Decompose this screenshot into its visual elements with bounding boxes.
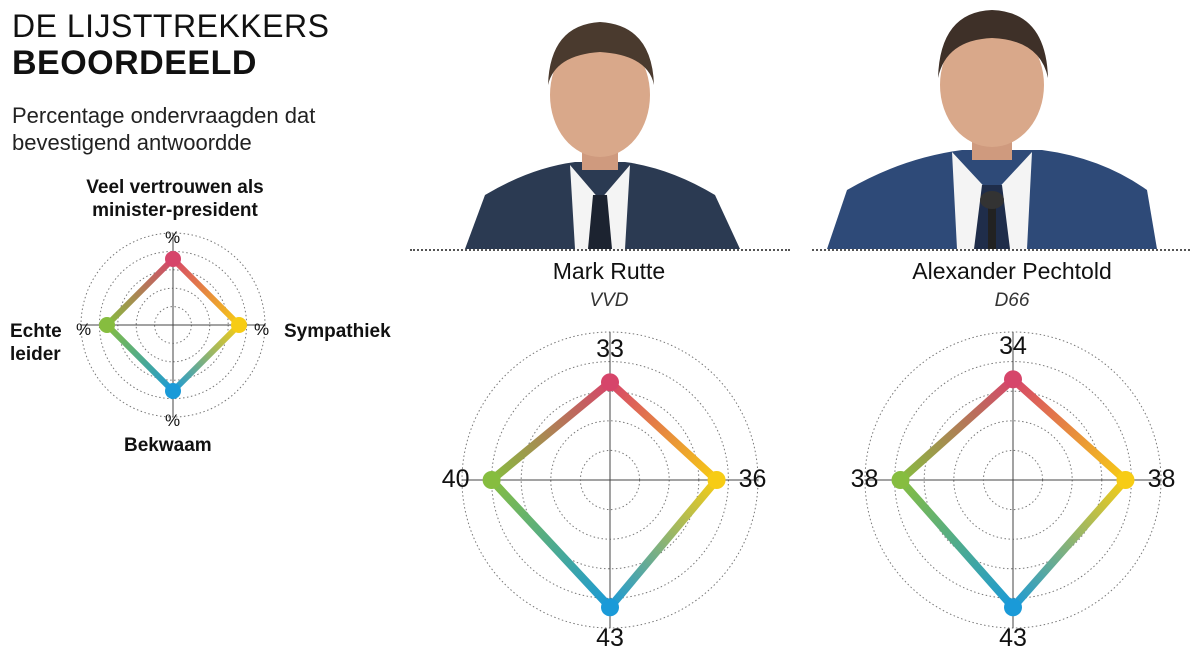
pechtold-point-bottom: [1004, 598, 1022, 617]
rutte-segment: [487, 476, 614, 612]
legend-point-right: [231, 317, 247, 333]
value-label-rutte-top: 33: [596, 335, 624, 364]
rutte-segment: [487, 378, 614, 484]
rutte-segment: [606, 476, 721, 612]
legend-point-left: [99, 317, 115, 333]
legend-axis-left-line2: leider: [10, 344, 61, 365]
value-label-rutte-bottom: 43: [596, 624, 624, 653]
legend-axis-top-line2: minister-president: [92, 200, 258, 221]
pechtold-segment: [1009, 476, 1130, 612]
legend-axis-left-label: Echte leider: [10, 320, 62, 366]
value-label-rutte-left: 40: [441, 465, 470, 493]
legend-axis-top-label: Veel vertrouwen als minister-president: [30, 176, 320, 222]
candidate-photo-rutte: [410, 0, 790, 251]
page-title-line1: DE LIJSTTREKKERS: [12, 8, 330, 44]
value-label-pechtold-top: 34: [999, 332, 1027, 361]
legend-point-top: [165, 251, 181, 267]
legend-axis-left-line1: Echte: [10, 321, 62, 342]
rutte-point-left: [482, 471, 501, 489]
legend-segment: [104, 322, 176, 394]
legend-point-bottom: [165, 383, 181, 399]
value-label-rutte-right: 36: [738, 465, 767, 493]
rutte-point-top: [601, 373, 619, 392]
legend-segment: [170, 256, 242, 328]
rutte-point-bottom: [601, 598, 619, 617]
pechtold-segment: [896, 476, 1017, 612]
candidate-party-rutte: VVD: [589, 290, 629, 311]
rutte-segment: [606, 378, 721, 484]
legend-axis-bottom-label: Bekwaam: [124, 435, 212, 456]
portrait-pechtold-icon: [827, 10, 1157, 249]
candidate-name-rutte: Mark Rutte: [552, 258, 666, 284]
legend-pct-right: %: [254, 320, 270, 339]
pechtold-segment: [896, 375, 1017, 484]
candidate-photo-pechtold: [812, 0, 1190, 251]
legend-pct-top: %: [165, 228, 181, 247]
pechtold-point-top: [1004, 370, 1022, 389]
pechtold-point-right: [1116, 471, 1135, 489]
portrait-rutte-icon: [465, 22, 740, 249]
legend-pct-bottom: %: [165, 411, 181, 430]
legend-axis-top-line1: Veel vertrouwen als: [86, 177, 264, 198]
candidate-party-pechtold: D66: [994, 290, 1030, 311]
rutte-point-right: [707, 471, 726, 489]
value-label-pechtold-left: 38: [850, 465, 879, 493]
legend-axis-right-label: Sympathiek: [284, 321, 391, 342]
legend-radar-svg: [80, 232, 266, 418]
legend-segment: [170, 322, 242, 394]
pechtold-point-left: [891, 471, 910, 489]
candidate-name-pechtold: Alexander Pechtold: [912, 258, 1112, 284]
page-title-line2: BEOORDEELD: [12, 44, 257, 82]
radar-chart-pechtold: [864, 331, 1162, 629]
value-label-pechtold-right: 38: [1147, 465, 1176, 493]
page-subtitle: Percentage ondervraagden dat bevestigend…: [12, 103, 316, 155]
legend-pct-left: %: [76, 320, 92, 339]
pechtold-segment: [1009, 375, 1130, 484]
value-label-pechtold-bottom: 43: [999, 624, 1027, 653]
radar-chart-rutte: [461, 331, 759, 629]
legend-segment: [104, 256, 176, 328]
